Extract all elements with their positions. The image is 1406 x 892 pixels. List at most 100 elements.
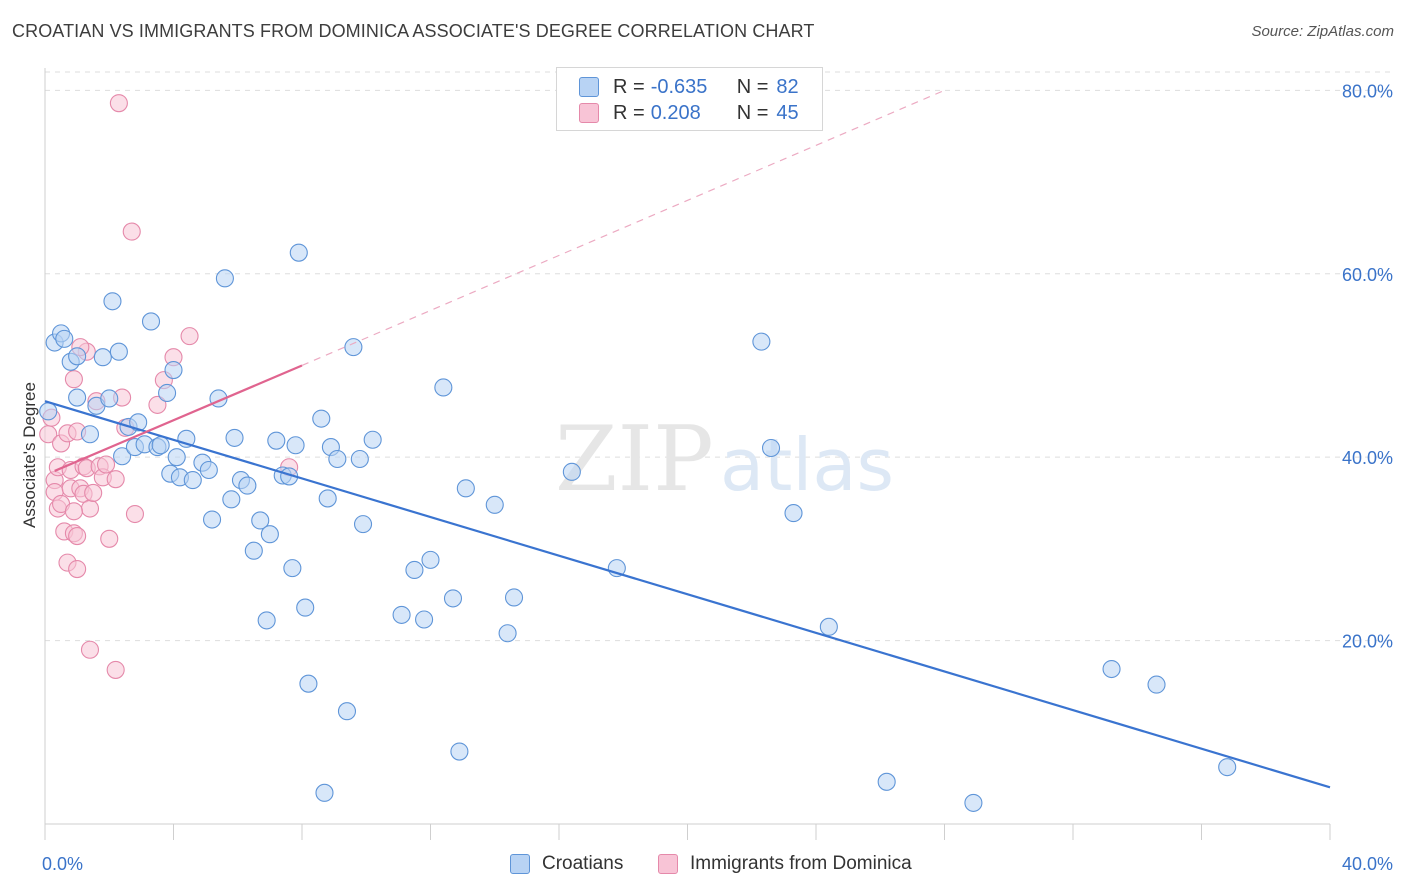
legend-n-value: 45 <box>776 101 799 124</box>
y-tick-label: 60.0% <box>1342 265 1393 285</box>
y-tick-label: 80.0% <box>1342 81 1393 101</box>
watermark-atlas: atlas <box>720 423 894 507</box>
legend-n-value: 82 <box>776 75 799 98</box>
croatian-point <box>443 589 463 608</box>
croatian-point <box>141 312 161 331</box>
croatian-point <box>158 383 177 403</box>
croatian-point <box>203 510 222 529</box>
dominica-point <box>68 526 87 546</box>
croatian-point <box>315 783 334 802</box>
source-label: Source: ZipAtlas.com <box>1251 23 1394 40</box>
croatian-point <box>421 550 440 569</box>
dominica-trend-extension <box>301 89 945 367</box>
dominica-point <box>106 470 125 489</box>
tick-labels: 20.0% 40.0% 60.0% 80.0% 0.0% 40.0% <box>42 81 1393 874</box>
croatian-point <box>100 389 119 408</box>
croatian-point <box>405 560 424 580</box>
croatian-point <box>286 436 305 455</box>
croatian-point <box>877 772 896 791</box>
dominica-point <box>100 529 119 548</box>
croatian-point <box>238 476 257 495</box>
watermark: ZIP atlas <box>555 407 894 512</box>
dominica-point <box>80 640 100 659</box>
croatian-point <box>498 624 517 643</box>
croatian-point <box>784 504 803 523</box>
croatian-point <box>151 436 170 455</box>
croatian-point <box>318 489 337 508</box>
stats-legend: R = -0.635 N = 82 R = 0.208 N = 45 <box>556 67 823 131</box>
croatian-point <box>456 479 475 498</box>
croatian-point <box>296 598 315 617</box>
croatian-point <box>267 431 286 450</box>
bottom-legend-croatians: Croatians <box>510 852 623 876</box>
legend-swatch-croatians <box>579 77 599 97</box>
x-tick-label: 40.0% <box>1342 854 1393 874</box>
croatian-point <box>964 793 983 812</box>
croatian-point <box>68 388 87 407</box>
croatian-point <box>289 243 308 262</box>
legend-n-label: N = <box>736 75 769 98</box>
legend-swatch-dominica <box>579 103 599 123</box>
dominica-swatch <box>658 854 678 874</box>
croatian-point <box>353 515 373 534</box>
croatian-point <box>350 449 369 469</box>
dominica-point <box>125 504 144 524</box>
legend-row-dominica: R = 0.208 N = 45 <box>579 101 799 125</box>
dominica-point <box>148 395 167 414</box>
croatian-point <box>257 611 276 630</box>
croatian-point <box>129 413 148 432</box>
croatian-point <box>504 588 524 607</box>
croatian-point <box>55 329 74 348</box>
legend-r-label: R = <box>613 75 645 98</box>
croatian-point <box>434 378 453 397</box>
trend-lines <box>44 89 1331 789</box>
croatian-point <box>752 332 771 351</box>
croatian-point <box>562 462 581 481</box>
croatians-trend-line <box>44 400 1331 789</box>
legend-r-label: R = <box>613 101 645 124</box>
dominica-point <box>64 370 83 389</box>
croatian-point <box>312 409 331 428</box>
croatian-point <box>283 559 302 578</box>
dominica-point <box>64 502 83 521</box>
legend-r-value: 0.208 <box>650 101 701 124</box>
bottom-legend-dominica: Immigrants from Dominica <box>658 852 912 876</box>
croatian-point <box>244 541 263 560</box>
croatians-legend-label: Croatians <box>542 853 624 874</box>
croatians-swatch <box>510 854 530 874</box>
croatian-point <box>215 269 234 288</box>
legend-r-value: -0.635 <box>650 75 708 98</box>
croatian-point <box>363 430 382 449</box>
croatian-point <box>344 338 363 357</box>
y-tick-label: 40.0% <box>1342 448 1393 468</box>
croatian-point <box>68 347 87 366</box>
dominica-point <box>96 455 116 474</box>
croatian-point <box>113 447 132 466</box>
croatian-point <box>1218 758 1237 777</box>
dominica-point <box>106 660 125 679</box>
croatian-point <box>109 342 128 361</box>
croatian-point <box>260 525 279 544</box>
croatian-point <box>761 438 781 458</box>
dominica-point <box>180 327 199 346</box>
croatian-point <box>450 742 469 761</box>
croatian-point <box>1147 675 1166 694</box>
legend-n-label: N = <box>736 101 769 124</box>
dominica-point <box>68 560 87 579</box>
dominica-point <box>80 499 100 518</box>
dominica-point <box>122 222 141 241</box>
axes <box>44 68 1331 840</box>
croatian-point <box>199 460 218 480</box>
croatian-point <box>39 402 58 421</box>
croatian-point <box>299 674 318 693</box>
dominica-trend-line <box>54 364 303 472</box>
croatian-point <box>164 360 183 380</box>
chart-title: CROATIAN VS IMMIGRANTS FROM DOMINICA ASS… <box>12 21 815 41</box>
croatian-point <box>251 511 270 530</box>
croatian-point <box>80 425 100 444</box>
y-tick-label: 20.0% <box>1342 632 1393 652</box>
croatian-point <box>415 610 434 629</box>
croatian-point <box>392 605 411 624</box>
dominica-point <box>109 94 128 113</box>
